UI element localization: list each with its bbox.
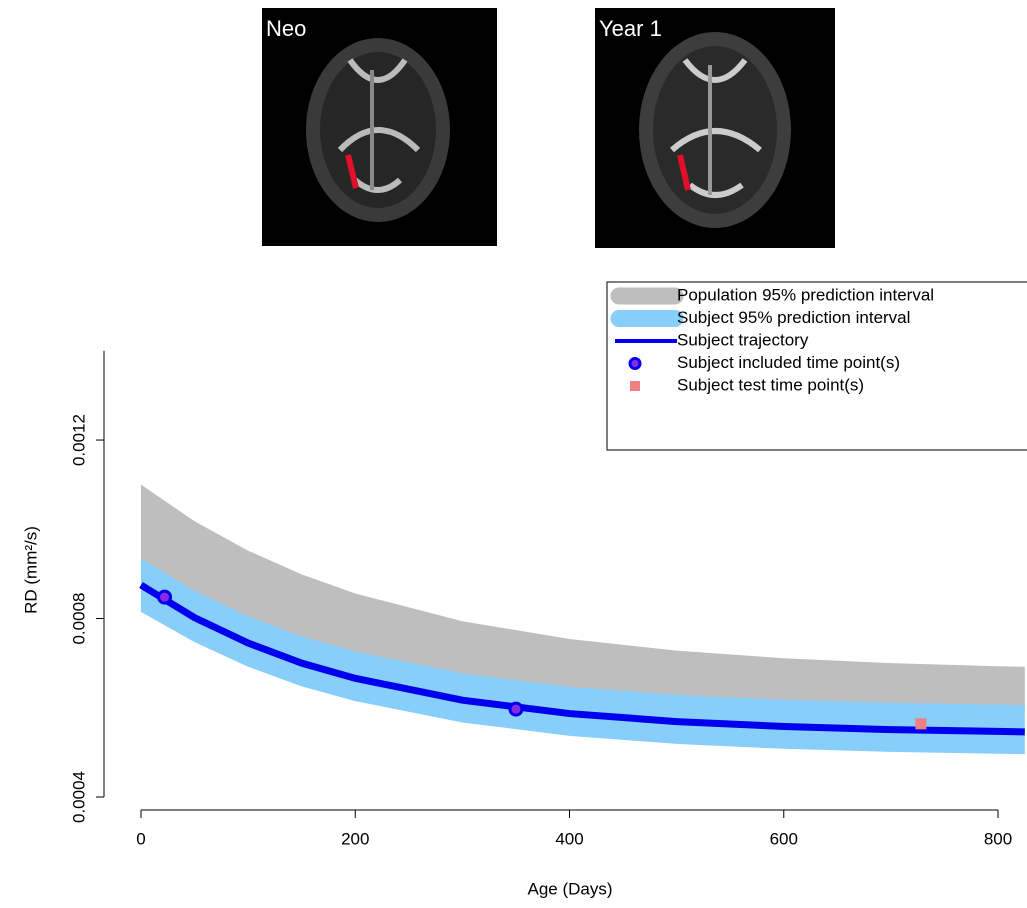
data-point	[915, 718, 926, 729]
y-tick-label: 0.0004	[69, 771, 88, 823]
x-tick-label: 200	[341, 829, 369, 848]
chart: Neo Year 1 Age (Days) RD (mm²/s) 0 200 400…	[0, 0, 1027, 908]
x-tick-label: 0	[136, 829, 145, 848]
legend: Population 95% prediction interval Subjec…	[607, 282, 1027, 450]
brain-image: Neo	[262, 8, 497, 246]
y-tick-label: 0.0012	[69, 414, 88, 466]
legend-label: Subject included time point(s)	[677, 353, 900, 372]
prediction-band	[141, 485, 1025, 715]
x-tick-label: 800	[984, 829, 1012, 848]
legend-swatch	[630, 381, 640, 391]
legend-label: Subject test time point(s)	[677, 375, 864, 394]
legend-label: Subject 95% prediction interval	[677, 308, 910, 327]
x-axis-label: Age (Days)	[527, 879, 612, 898]
legend-label: Subject trajectory	[677, 330, 809, 349]
page: Neo Year 1 Age (Days) RD (mm²/s) 0 200 400…	[0, 0, 1027, 908]
data-point	[159, 591, 171, 603]
data-point	[510, 703, 522, 715]
plot-area	[141, 485, 1025, 755]
x-tick-label: 400	[555, 829, 583, 848]
legend-label: Population 95% prediction interval	[677, 285, 934, 304]
image-label: Neo	[266, 16, 306, 41]
image-label: Year 1	[599, 16, 662, 41]
legend-swatch	[630, 359, 640, 369]
y-tick-label: 0.0008	[69, 593, 88, 645]
x-tick-label: 600	[770, 829, 798, 848]
y-axis-label: RD (mm²/s)	[21, 526, 40, 614]
brain-image: Year 1	[595, 8, 835, 248]
